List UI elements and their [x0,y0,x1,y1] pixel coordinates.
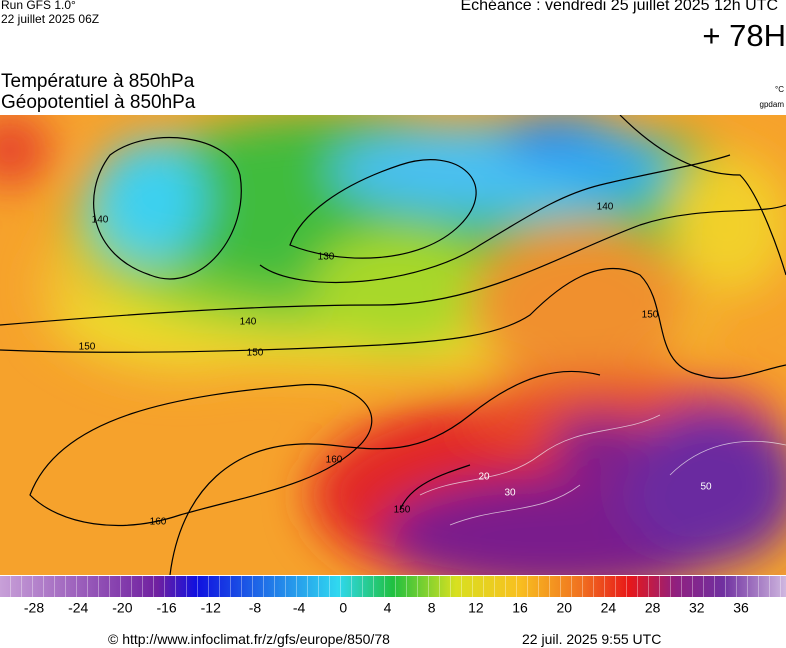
colorbar-tick-label: 12 [468,600,484,616]
title: Température à 850hPa [1,71,195,92]
colorbar-tick-label: 36 [733,600,749,616]
contour-label: 140 [597,202,614,213]
contour-label: 150 [79,342,96,353]
colorbar-tick-label: 0 [339,600,347,616]
colorbar-tick-label: -24 [68,600,88,616]
contour-label: 160 [150,517,167,528]
title: Géopotentiel à 850hPa [1,92,196,113]
colorbar-tick-label: 24 [601,600,617,616]
lead-time: + 78H [702,18,786,53]
map: 140 150 130 140 150 160 160 150 140 150 20 30 50 [0,115,786,575]
geopotential-contours [0,115,786,575]
colorbar-tick-label: -28 [24,600,44,616]
contour-label: 160 [326,455,343,466]
colorbar-tick-label: -20 [112,600,132,616]
isotherms [419,414,786,526]
colorbar-tick-label: -8 [249,600,262,616]
colorbar-tick-label: -4 [293,600,306,616]
contour-label: 150 [642,310,659,321]
colorbar-tick-label: -12 [201,600,221,616]
contour-label: 30 [504,488,516,499]
generated: 22 juil. 2025 9:55 UTC [522,631,662,647]
colorbar-tick-label: 32 [689,600,705,616]
colorbar-tick-label: 28 [645,600,661,616]
colorbar-tick-label: 8 [428,600,436,616]
contour-label: 150 [394,505,411,516]
colorbar-tick-label: 4 [384,600,392,616]
colorbar: -28 -24 -20 -16 -12 -8 -4 0 4 8 12 16 20 24 28 32 36 [0,576,786,616]
colorbar-tick-label: 16 [512,600,528,616]
unit: gpdam [759,100,784,109]
contour-label: 50 [700,482,712,493]
run-date: 22 juillet 2025 06Z [1,12,100,26]
unit: °C [775,85,784,94]
contour-label: 130 [318,252,335,263]
colorbar-tick-label: -16 [156,600,176,616]
contour-label: 140 [240,317,257,328]
contour-label: 140 [92,215,109,226]
colorbar-tick-label: 20 [556,600,572,616]
contour-label: 150 [247,348,264,359]
run: Run GFS 1.0° [1,0,76,12]
contour-label: 20 [478,472,490,483]
source: © http://www.infoclimat.fr/z/gfs/europe/… [108,631,390,647]
forecast-time: Echéance : vendredi 25 juillet 2025 12h … [460,0,778,14]
